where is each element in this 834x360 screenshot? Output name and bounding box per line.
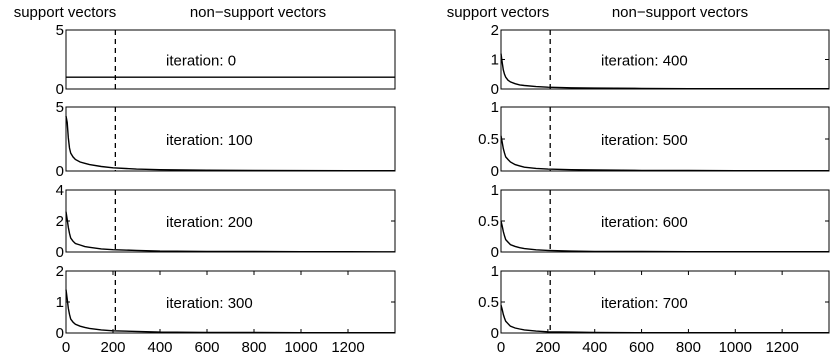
iteration-annotation: iteration: 300: [166, 295, 253, 312]
x-tick-label: 800: [676, 339, 701, 356]
x-tick-label: 0: [62, 339, 70, 356]
y-tick-label: 2: [56, 213, 64, 230]
iteration-annotation: iteration: 600: [601, 214, 688, 231]
y-tick-label: 1: [491, 52, 499, 69]
y-tick-label: 0: [56, 163, 64, 180]
x-tick-label: 600: [629, 339, 654, 356]
header-non-support-vectors-left: non−support vectors: [190, 4, 326, 21]
series-line: [500, 220, 829, 253]
y-tick-label: 1: [491, 182, 499, 199]
series-line: [500, 304, 829, 334]
panel-left-3: 0 1 2 0 200 400 600 800 1000 1200 iteration: 300: [56, 263, 396, 356]
panel-left-1: 0 5 iteration: 100: [56, 99, 396, 180]
iteration-annotation: iteration: 100: [166, 132, 253, 149]
y-tick-label: 5: [56, 99, 64, 116]
iteration-annotation: iteration: 700: [601, 295, 688, 312]
y-tick-label: 5: [56, 22, 64, 39]
axes-frame: [65, 29, 396, 90]
panel-right-4: 0 1 2 iteration: 400: [491, 22, 830, 98]
x-tick-label: 1000: [284, 339, 317, 356]
x-tick-label: 200: [535, 339, 560, 356]
x-tick-label: 200: [100, 339, 125, 356]
x-tick-label: 400: [147, 339, 172, 356]
y-tick-label: 0.5: [478, 294, 499, 311]
panel-left-2: 0 2 4 iteration: 200: [56, 182, 396, 261]
panel-left-0: 0 5 iteration: 0: [56, 22, 396, 98]
y-tick-label: 1: [491, 263, 499, 280]
y-tick-label: 0: [491, 81, 499, 98]
x-tick-label: 1000: [719, 339, 752, 356]
y-tick-label: 0: [56, 244, 64, 261]
y-tick-label: 0: [491, 244, 499, 261]
panel-right-5: 0 0.5 1 iteration: 500: [478, 99, 830, 180]
series-line: [65, 115, 395, 172]
panel-right-6: 0 0.5 1 iteration: 600: [478, 182, 830, 261]
x-tick-label: 400: [582, 339, 607, 356]
panel-right-7: 0 0.5 1 0 200 400 600 800 1000 1200 iteration: 700: [478, 263, 830, 356]
series-line: [500, 53, 829, 90]
iteration-annotation: iteration: 200: [166, 214, 253, 231]
y-tick-label: 0: [491, 325, 499, 342]
x-tick-label: 600: [194, 339, 219, 356]
series-line: [500, 135, 829, 172]
y-tick-label: 0: [56, 81, 64, 98]
header-support-vectors-left: support vectors: [14, 4, 117, 21]
y-tick-label: 4: [56, 182, 64, 199]
y-tick-label: 0.5: [478, 213, 499, 230]
y-tick-label: 1: [491, 99, 499, 116]
y-tick-label: 1: [56, 294, 64, 311]
x-tick-label: 0: [497, 339, 505, 356]
x-tick-label: 800: [241, 339, 266, 356]
y-tick-label: 0.5: [478, 131, 499, 148]
x-tick-label: 1200: [331, 339, 364, 356]
header-support-vectors-right: support vectors: [447, 4, 550, 21]
y-tick-label: 0: [491, 163, 499, 180]
header-non-support-vectors-right: non−support vectors: [612, 4, 748, 21]
iteration-annotation: iteration: 500: [601, 132, 688, 149]
y-tick-label: 2: [56, 263, 64, 280]
x-tick-label: 1200: [765, 339, 798, 356]
y-tick-label: 2: [491, 22, 499, 39]
iteration-annotation: iteration: 400: [601, 53, 688, 70]
iteration-annotation: iteration: 0: [166, 53, 236, 70]
y-tick-label: 0: [56, 325, 64, 342]
series-line: [65, 211, 396, 253]
series-line: [65, 289, 395, 334]
